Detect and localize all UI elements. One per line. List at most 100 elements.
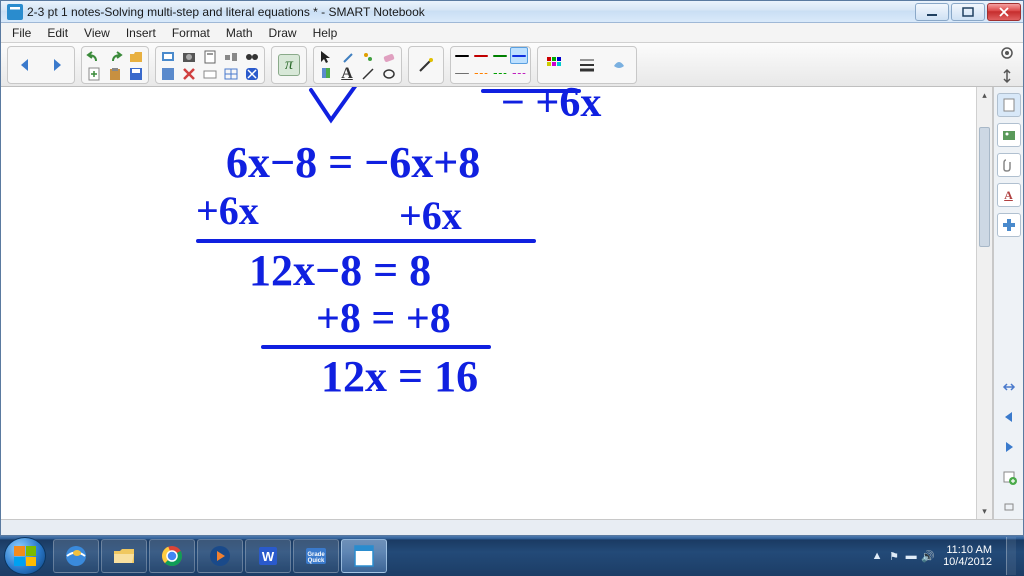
magic-pen-group xyxy=(408,46,444,84)
screen-capture-button[interactable] xyxy=(158,49,178,66)
pen-colors-group xyxy=(450,46,531,84)
clock-time: 11:10 AM xyxy=(943,544,992,556)
properties-tab[interactable]: A xyxy=(997,183,1021,207)
menu-view[interactable]: View xyxy=(77,25,117,41)
hand-eq2: 12x−8 = 8 xyxy=(249,245,431,296)
menu-math[interactable]: Math xyxy=(219,25,260,41)
text-tool[interactable]: A xyxy=(337,66,357,83)
magic-pen-button[interactable] xyxy=(411,50,441,80)
taskbar[interactable]: W GradeQuick ▲ ⚑ ▬ 🔊 11:10 AM 10/4/2012 xyxy=(0,536,1024,576)
title-bar[interactable]: 2-3 pt 1 notes-Solving multi-step and li… xyxy=(1,1,1023,23)
start-button[interactable] xyxy=(4,537,46,575)
tray-network-icon[interactable]: ▬ xyxy=(904,549,918,563)
show-desktop-button[interactable] xyxy=(1006,537,1016,575)
math-tools-group: π xyxy=(271,46,307,84)
side-prev-button[interactable] xyxy=(997,407,1021,427)
menu-edit[interactable]: Edit xyxy=(40,25,75,41)
svg-text:W: W xyxy=(262,549,275,564)
undo-button[interactable] xyxy=(84,49,104,66)
delete-button[interactable] xyxy=(179,66,199,83)
new-page-button[interactable] xyxy=(84,66,104,83)
task-smart-notebook[interactable] xyxy=(341,539,387,573)
side-next-button[interactable] xyxy=(997,437,1021,457)
task-explorer[interactable] xyxy=(101,539,147,573)
measurement-button[interactable] xyxy=(242,66,262,83)
close-button[interactable] xyxy=(987,3,1021,21)
math-pi-button[interactable]: π xyxy=(274,50,304,80)
tray-volume-icon[interactable]: 🔊 xyxy=(921,549,935,563)
toolbar: π A xyxy=(1,43,1023,87)
tray-action-center-icon[interactable]: ⚑ xyxy=(887,549,901,563)
line-properties-button[interactable] xyxy=(572,50,602,80)
open-button[interactable] xyxy=(126,49,146,66)
prev-page-button[interactable] xyxy=(10,50,40,80)
task-gradequick[interactable]: GradeQuick xyxy=(293,539,339,573)
pen-blue[interactable] xyxy=(510,47,528,64)
document-camera-button[interactable] xyxy=(200,49,220,66)
tray-icons[interactable]: ▲ ⚑ ▬ 🔊 xyxy=(870,549,935,563)
tray-chevron-icon[interactable]: ▲ xyxy=(870,549,884,563)
shape-tool[interactable] xyxy=(379,66,399,83)
pen-orange[interactable] xyxy=(472,65,490,82)
task-ie[interactable] xyxy=(53,539,99,573)
record-button[interactable] xyxy=(242,49,262,66)
menu-help[interactable]: Help xyxy=(306,25,345,41)
minimize-button[interactable] xyxy=(915,3,949,21)
highlighter-tool[interactable] xyxy=(316,66,336,83)
move-toolbar-button[interactable] xyxy=(997,68,1017,85)
settings-button[interactable] xyxy=(997,45,1017,62)
whiteboard-canvas[interactable]: − +6x 6x−8 = −6x+8 +6x +6x 12x−8 = 8 +8 … xyxy=(1,87,993,519)
menu-format[interactable]: Format xyxy=(165,25,217,41)
pens-tool[interactable] xyxy=(337,49,357,66)
application-window: 2-3 pt 1 notes-Solving multi-step and li… xyxy=(0,0,1024,536)
page-sorter-tab[interactable] xyxy=(997,93,1021,117)
maximize-button[interactable] xyxy=(951,3,985,21)
fill-button[interactable] xyxy=(604,50,634,80)
window-title: 2-3 pt 1 notes-Solving multi-step and li… xyxy=(27,5,915,19)
menu-insert[interactable]: Insert xyxy=(119,25,163,41)
pen-red[interactable] xyxy=(472,47,490,64)
select-tool[interactable] xyxy=(316,49,336,66)
task-wmp[interactable] xyxy=(197,539,243,573)
pen-gray[interactable] xyxy=(453,65,471,82)
save-button[interactable] xyxy=(126,66,146,83)
app-icon xyxy=(7,4,23,20)
properties-group xyxy=(537,46,637,84)
pen-darkgreen[interactable] xyxy=(491,65,509,82)
pen-green[interactable] xyxy=(491,47,509,64)
task-chrome[interactable] xyxy=(149,539,195,573)
show-hide-button[interactable] xyxy=(200,66,220,83)
paste-button[interactable] xyxy=(105,66,125,83)
menu-draw[interactable]: Draw xyxy=(262,25,304,41)
clock[interactable]: 11:10 AM 10/4/2012 xyxy=(943,544,992,568)
insert-button[interactable] xyxy=(221,49,241,66)
line-tool[interactable] xyxy=(358,66,378,83)
edit-group xyxy=(155,46,265,84)
color-button[interactable] xyxy=(540,50,570,80)
task-word[interactable]: W xyxy=(245,539,291,573)
hand-add2: +8 = +8 xyxy=(316,295,451,343)
hand-add1-right: +6x xyxy=(399,192,462,239)
pen-magenta[interactable] xyxy=(510,65,528,82)
screen-shade-button[interactable] xyxy=(158,66,178,83)
window-controls xyxy=(915,3,1021,21)
next-page-button[interactable] xyxy=(42,50,72,80)
scroll-up-button[interactable]: ▴ xyxy=(977,87,992,103)
vertical-scrollbar[interactable]: ▴ ▾ xyxy=(976,87,992,519)
gallery-tab[interactable] xyxy=(997,123,1021,147)
side-add-button[interactable] xyxy=(997,467,1021,487)
eraser-tool[interactable] xyxy=(379,49,399,66)
scroll-down-button[interactable]: ▾ xyxy=(977,503,992,519)
scroll-thumb[interactable] xyxy=(979,127,990,247)
menu-file[interactable]: File xyxy=(5,25,38,41)
addons-tab[interactable] xyxy=(997,213,1021,237)
attachments-tab[interactable] xyxy=(997,153,1021,177)
pen-color-grid xyxy=(453,47,528,82)
side-expand-button[interactable] xyxy=(997,377,1021,397)
pen-black[interactable] xyxy=(453,47,471,64)
side-menu-button[interactable] xyxy=(997,497,1021,517)
table-button[interactable] xyxy=(221,66,241,83)
camera-button[interactable] xyxy=(179,49,199,66)
redo-button[interactable] xyxy=(105,49,125,66)
creative-pen-tool[interactable] xyxy=(358,49,378,66)
